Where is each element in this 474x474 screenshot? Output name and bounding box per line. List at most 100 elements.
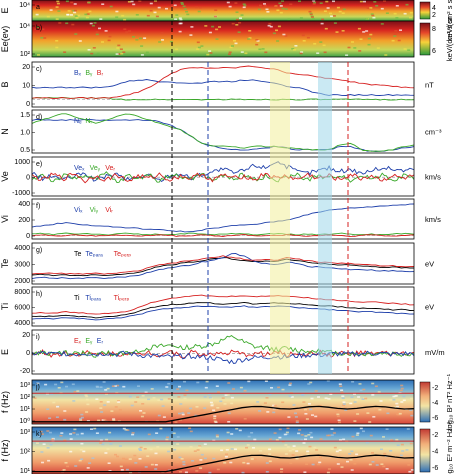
colorbar-tick-label: -4 (432, 449, 438, 456)
heatmap-cell (178, 456, 182, 459)
heatmap-background (32, 0, 414, 21)
heatmap-cell (378, 408, 382, 411)
heatmap-cell (174, 421, 178, 423)
heatmap-cell (369, 434, 373, 437)
heatmap-cell (183, 397, 187, 400)
heatmap-cell (307, 383, 311, 385)
heatmap-cell (214, 15, 217, 18)
heatmap-cell (368, 463, 372, 466)
heatmap-cell (203, 407, 207, 409)
y-axis-label: f (Hz) (0, 440, 10, 462)
heatmap-cell (46, 430, 50, 432)
heatmap-cell (392, 398, 396, 401)
heatmap-cell (149, 9, 153, 12)
heatmap-cell (234, 42, 238, 45)
heatmap-cell (174, 18, 178, 20)
heatmap-cell (80, 416, 84, 419)
heatmap-cell (374, 385, 378, 388)
heatmap-cell (66, 441, 70, 443)
heatmap-cell (328, 434, 332, 437)
heatmap-cell (209, 52, 213, 54)
heatmap-cell (204, 25, 208, 27)
colorbar-unit-label: keV/(cm² s sr (445, 16, 454, 61)
heatmap-cell (179, 471, 182, 473)
heatmap-cell (393, 406, 397, 408)
heatmap-cell (224, 455, 228, 458)
heatmap-cell (135, 39, 139, 41)
heatmap-cell (226, 431, 230, 434)
heatmap-cell (230, 402, 234, 405)
heatmap-cell (291, 454, 295, 456)
heatmap-cell (301, 393, 305, 396)
heatmap-cell (396, 444, 400, 446)
heatmap-cell (90, 428, 93, 430)
heatmap-cell (63, 439, 67, 442)
heatmap-cell (149, 448, 153, 451)
heatmap-cell (342, 404, 346, 406)
heatmap-cell (143, 448, 147, 450)
heatmap-cell (108, 35, 112, 38)
heatmap-cell (240, 51, 244, 53)
heatmap-cell (329, 393, 333, 395)
heatmap-cell (316, 52, 320, 54)
heatmap-cell (246, 462, 250, 465)
heatmap-cell (124, 429, 128, 431)
heatmap-cell (129, 471, 133, 474)
heatmap-cell (55, 46, 59, 49)
heatmap-cell (156, 446, 160, 448)
heatmap-cell (380, 448, 383, 451)
heatmap-cell (393, 35, 397, 37)
heatmap-cell (258, 48, 262, 51)
heatmap-cell (382, 436, 385, 438)
series-name: Viᵣ (105, 207, 113, 214)
series-name: Veᵣ (105, 165, 115, 172)
heatmap-cell (304, 435, 308, 437)
colorbar-tick-label: 4 (432, 5, 436, 12)
heatmap-cell (73, 3, 77, 5)
colorbar-tick-label: -2 (432, 385, 438, 392)
heatmap-cell (208, 393, 212, 396)
series-line (31, 113, 415, 152)
heatmap-cell (253, 458, 257, 461)
heatmap-cell (141, 403, 145, 405)
colorbar-unit-label: log₁₀ E² m⁻² Hz⁻¹ (445, 421, 454, 474)
heatmap-cell (42, 443, 46, 445)
y-axis-label: E (0, 7, 10, 13)
heatmap-cell (338, 449, 342, 451)
heatmap-cell (285, 433, 289, 435)
heatmap-cell (117, 401, 121, 403)
y-tick-label: 20 (22, 64, 30, 71)
heatmap-cell (181, 3, 184, 5)
heatmap-cell (380, 23, 384, 25)
heatmap-cell (155, 15, 159, 18)
heatmap-cell (87, 49, 91, 51)
panel-frame (31, 426, 415, 474)
heatmap-cell (399, 29, 402, 31)
heatmap-cell (66, 13, 70, 16)
heatmap-cell (239, 17, 242, 19)
heatmap-cell (276, 9, 280, 12)
heatmap-cell (375, 5, 379, 7)
heatmap-cell (367, 43, 371, 46)
series-name: Ti (74, 295, 80, 302)
y-tick-label: 8000 (14, 289, 30, 296)
panel-label: i) (36, 334, 40, 341)
heatmap-cell (180, 2, 184, 4)
heatmap-cell (219, 400, 223, 403)
heatmap-cell (160, 398, 164, 401)
heatmap-cell (314, 390, 318, 392)
heatmap-cell (104, 452, 108, 454)
heatmap-cell (89, 22, 93, 25)
heatmap-cell (313, 446, 317, 449)
heatmap-cell (205, 380, 209, 383)
heatmap-cell (99, 439, 103, 442)
heatmap-cell (214, 9, 218, 11)
y-tick-label: 0.5 (20, 147, 30, 154)
heatmap-cell (371, 452, 374, 454)
heatmap-cell (93, 427, 97, 430)
heatmap-cell (395, 17, 399, 19)
heatmap-cell (266, 411, 270, 413)
heatmap-cell (218, 461, 222, 464)
heatmap-cell (193, 450, 197, 452)
heatmap-cell (340, 389, 344, 391)
